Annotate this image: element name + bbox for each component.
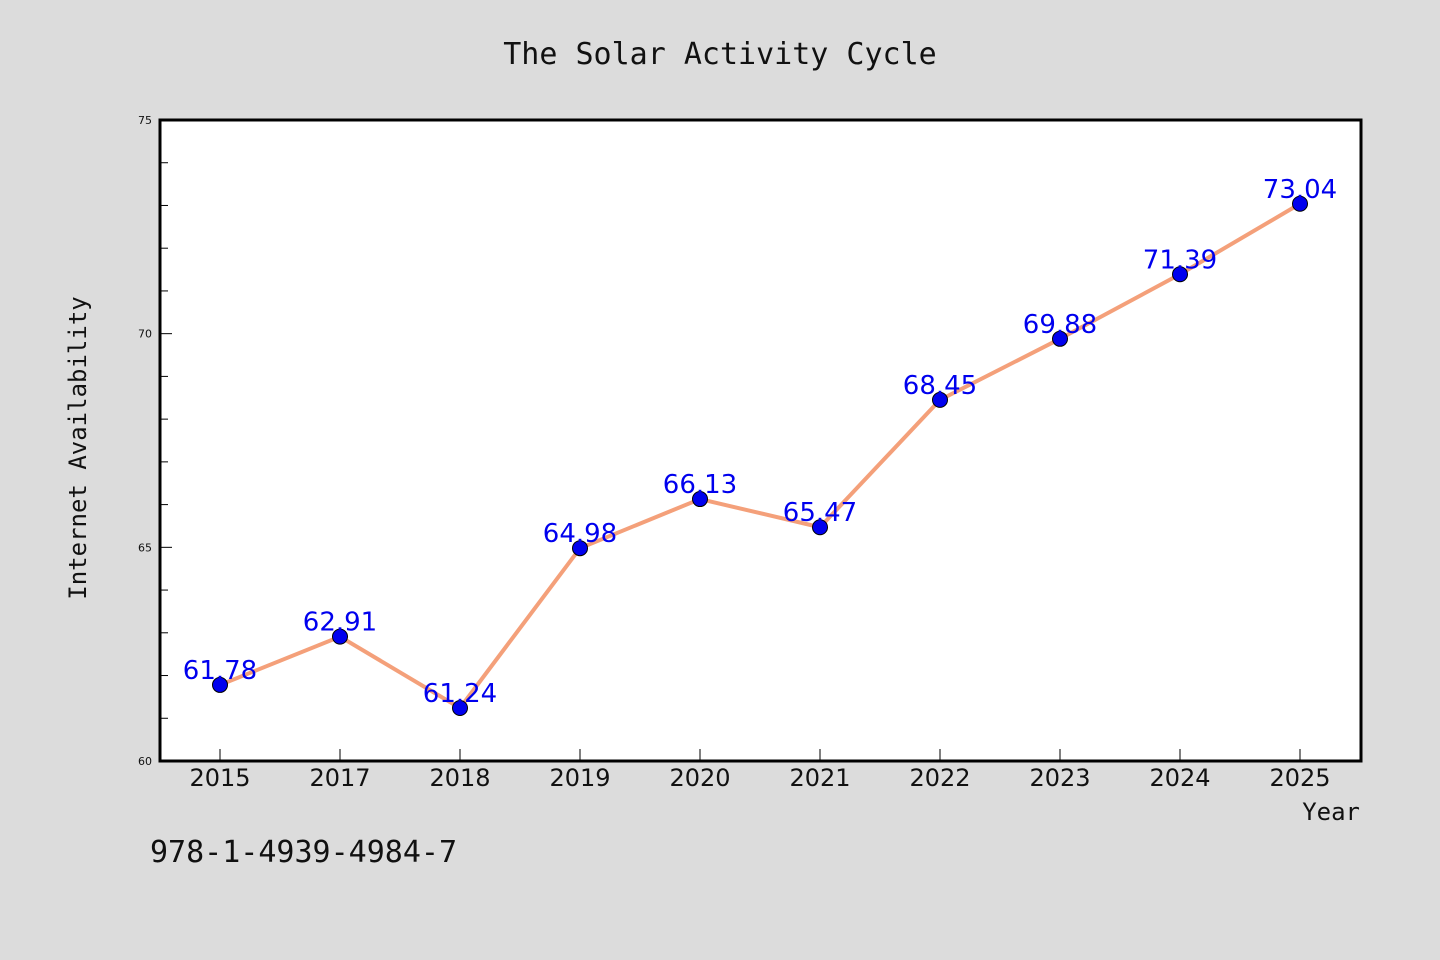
data-point: [1292, 195, 1308, 212]
data-label: 66.13: [663, 470, 737, 500]
data-point: [1052, 330, 1068, 347]
x-tick-label: 2017: [309, 764, 370, 792]
x-axis: 2015 2017 2018 2019 2020 2021 2022 2023 2024 2025: [189, 749, 1331, 792]
data-label: 73.04: [1263, 175, 1337, 205]
data-label: 61.24: [423, 679, 497, 709]
data-point: [572, 540, 588, 557]
x-tick-label: 2023: [1029, 764, 1090, 792]
data-labels-layer: 61.78 62.91 61.24 64.98 66.13 65.47 68.45 69.88…: [183, 175, 1337, 709]
data-point: [812, 519, 828, 536]
x-tick-label: 2020: [669, 764, 730, 792]
x-tick-label: 2019: [549, 764, 610, 792]
data-point: [452, 700, 468, 717]
data-label: 62.91: [303, 608, 377, 638]
y-axis: 60 65 70 75: [138, 114, 172, 768]
y-tick-label: 60: [138, 755, 152, 768]
data-label: 64.98: [543, 519, 617, 549]
y-tick-label: 70: [138, 328, 152, 341]
data-point: [692, 491, 708, 508]
x-tick-label: 2024: [1149, 764, 1210, 792]
data-point: [1172, 266, 1188, 283]
data-point: [332, 628, 348, 645]
isbn-text: 978-1-4939-4984-7: [150, 835, 457, 870]
plot-area: [158, 118, 1363, 763]
y-tick-label: 75: [138, 114, 152, 127]
series-layer: [212, 195, 1308, 717]
x-tick-label: 2015: [189, 764, 250, 792]
x-tick-label: 2018: [429, 764, 490, 792]
x-axis-label: Year: [1302, 798, 1360, 826]
data-label: 69.88: [1023, 310, 1097, 340]
data-label: 61.78: [183, 656, 257, 686]
series-line: [218, 201, 1302, 711]
x-tick-label: 2025: [1269, 764, 1330, 792]
x-tick-label: 2021: [789, 764, 850, 792]
data-point: [932, 391, 948, 408]
y-axis-label: Internet Availability: [64, 296, 92, 599]
data-label: 65.47: [783, 498, 857, 528]
x-tick-label: 2022: [909, 764, 970, 792]
y-tick-label: 65: [138, 541, 152, 554]
chart-title: The Solar Activity Cycle: [503, 37, 936, 72]
data-label: 68.45: [903, 371, 977, 401]
data-point: [212, 676, 228, 693]
data-label: 71.39: [1143, 245, 1217, 275]
